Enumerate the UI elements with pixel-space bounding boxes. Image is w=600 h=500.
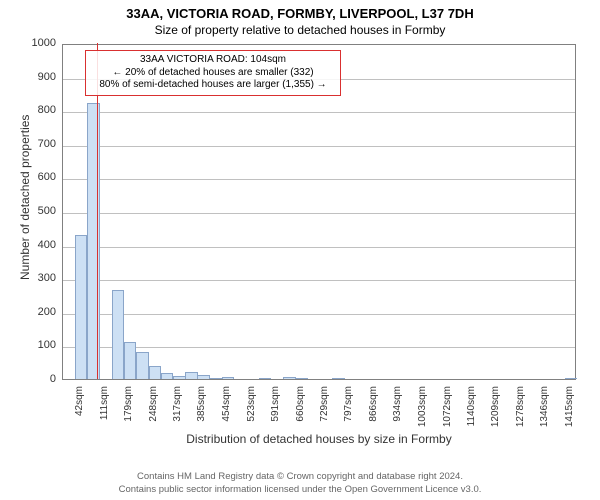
chart-title: 33AA, VICTORIA ROAD, FORMBY, LIVERPOOL, … bbox=[0, 6, 600, 21]
ytick-label: 1000 bbox=[20, 37, 56, 49]
histogram-bar bbox=[136, 352, 148, 379]
xtick-label: 179sqm bbox=[123, 386, 134, 436]
annotation-line-2: ← 20% of detached houses are smaller (33… bbox=[92, 67, 334, 80]
xtick-label: 660sqm bbox=[295, 386, 306, 436]
attribution-line-2: Contains public sector information licen… bbox=[0, 484, 600, 495]
ytick-label: 100 bbox=[20, 339, 56, 351]
xtick-label: 934sqm bbox=[392, 386, 403, 436]
histogram-bar bbox=[565, 378, 577, 379]
ytick-label: 800 bbox=[20, 104, 56, 116]
histogram-bar bbox=[222, 377, 234, 379]
gridline bbox=[63, 112, 575, 113]
histogram-bar bbox=[124, 342, 136, 379]
gridline bbox=[63, 314, 575, 315]
histogram-bar bbox=[75, 235, 87, 379]
histogram-bar bbox=[259, 378, 271, 379]
ytick-label: 600 bbox=[20, 171, 56, 183]
annotation-line-3: 80% of semi-detached houses are larger (… bbox=[92, 79, 334, 92]
xtick-label: 317sqm bbox=[172, 386, 183, 436]
xtick-label: 248sqm bbox=[148, 386, 159, 436]
annotation-line-1: 33AA VICTORIA ROAD: 104sqm bbox=[92, 54, 334, 67]
histogram-bar bbox=[210, 378, 222, 379]
gridline bbox=[63, 179, 575, 180]
histogram-bar bbox=[173, 376, 185, 379]
histogram-bar bbox=[283, 377, 295, 379]
ytick-label: 0 bbox=[20, 373, 56, 385]
gridline bbox=[63, 213, 575, 214]
ytick-label: 500 bbox=[20, 205, 56, 217]
histogram-bar bbox=[332, 378, 344, 379]
xtick-label: 1346sqm bbox=[539, 386, 550, 436]
gridline bbox=[63, 347, 575, 348]
ytick-label: 200 bbox=[20, 306, 56, 318]
xtick-label: 454sqm bbox=[221, 386, 232, 436]
xtick-label: 729sqm bbox=[319, 386, 330, 436]
xtick-label: 1140sqm bbox=[466, 386, 477, 436]
xtick-label: 1072sqm bbox=[442, 386, 453, 436]
ytick-label: 400 bbox=[20, 239, 56, 251]
xtick-label: 523sqm bbox=[246, 386, 257, 436]
histogram-bar bbox=[112, 290, 124, 379]
xtick-label: 111sqm bbox=[99, 386, 110, 436]
chart-subtitle: Size of property relative to detached ho… bbox=[0, 23, 600, 37]
xtick-label: 385sqm bbox=[196, 386, 207, 436]
histogram-bar bbox=[149, 366, 161, 379]
ytick-label: 700 bbox=[20, 138, 56, 150]
histogram-bar bbox=[185, 372, 197, 379]
attribution-line-1: Contains HM Land Registry data © Crown c… bbox=[0, 471, 600, 482]
xtick-label: 1278sqm bbox=[515, 386, 526, 436]
ytick-label: 300 bbox=[20, 272, 56, 284]
histogram-bar bbox=[161, 373, 173, 379]
gridline bbox=[63, 146, 575, 147]
ytick-label: 900 bbox=[20, 71, 56, 83]
chart-container: 33AA, VICTORIA ROAD, FORMBY, LIVERPOOL, … bbox=[0, 0, 600, 500]
histogram-bar bbox=[296, 378, 308, 379]
gridline bbox=[63, 280, 575, 281]
xtick-label: 591sqm bbox=[270, 386, 281, 436]
annotation-box: 33AA VICTORIA ROAD: 104sqm ← 20% of deta… bbox=[85, 50, 341, 96]
xtick-label: 1415sqm bbox=[564, 386, 575, 436]
xtick-label: 42sqm bbox=[74, 386, 85, 436]
xtick-label: 1003sqm bbox=[417, 386, 428, 436]
xtick-label: 797sqm bbox=[343, 386, 354, 436]
histogram-bar bbox=[197, 375, 209, 379]
xtick-label: 866sqm bbox=[368, 386, 379, 436]
gridline bbox=[63, 247, 575, 248]
xtick-label: 1209sqm bbox=[490, 386, 501, 436]
